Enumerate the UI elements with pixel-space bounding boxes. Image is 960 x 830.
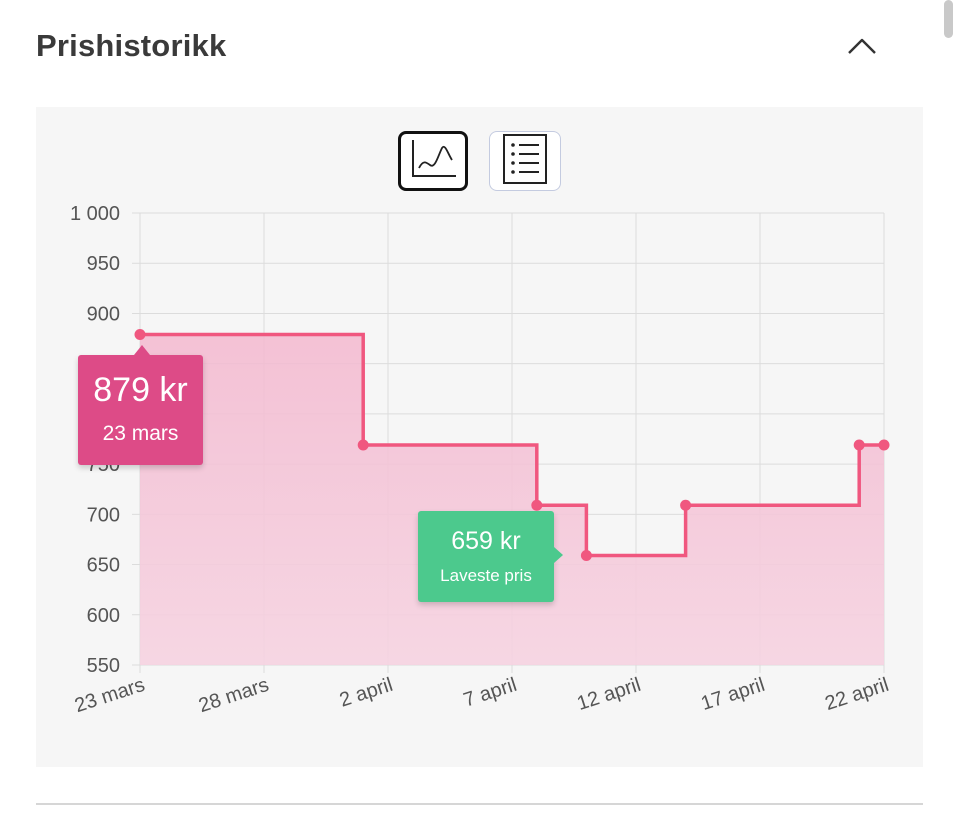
x-tick-label: 22 april — [822, 674, 891, 715]
chevron-up-icon — [847, 37, 877, 60]
price-area — [140, 334, 884, 665]
min-price-label: Laveste pris — [440, 566, 532, 585]
section-divider — [36, 803, 923, 805]
min-price-value: 659 kr — [451, 527, 521, 555]
price-point — [878, 439, 890, 451]
min-price-tooltip: 659 kr Laveste pris — [418, 511, 563, 602]
max-price-tooltip: 879 kr 23 mars — [78, 345, 203, 465]
price-point — [853, 439, 865, 451]
y-tick-label: 900 — [87, 303, 120, 325]
list-view-toggle[interactable] — [489, 131, 561, 191]
y-tick-label: 600 — [87, 605, 120, 627]
y-tick-label: 700 — [87, 504, 120, 526]
price-point — [357, 439, 369, 451]
max-price-value: 879 kr — [93, 371, 188, 409]
x-tick-label: 23 mars — [72, 674, 148, 717]
x-tick-label: 12 april — [574, 674, 643, 715]
price-point — [680, 499, 692, 511]
collapse-button[interactable] — [838, 28, 886, 68]
price-point — [531, 499, 543, 511]
price-line — [140, 332, 884, 558]
x-tick-label: 17 april — [698, 674, 767, 715]
page-scrollbar[interactable] — [944, 0, 953, 38]
line-chart-icon — [408, 138, 458, 185]
y-tick-label: 650 — [87, 555, 120, 577]
graph-view-toggle[interactable] — [398, 131, 468, 191]
x-tick-label: 28 mars — [196, 674, 272, 717]
price-point — [580, 550, 592, 562]
x-tick-label: 2 april — [337, 674, 396, 712]
max-price-date: 23 mars — [102, 422, 179, 445]
section-title: Prishistorikk — [36, 28, 227, 63]
x-tick-label: 7 april — [461, 674, 520, 712]
y-tick-label: 950 — [87, 253, 120, 275]
y-tick-label: 550 — [87, 655, 120, 677]
y-tick-label: 1 000 — [70, 203, 120, 225]
price-point — [134, 329, 146, 341]
list-icon — [500, 132, 550, 191]
